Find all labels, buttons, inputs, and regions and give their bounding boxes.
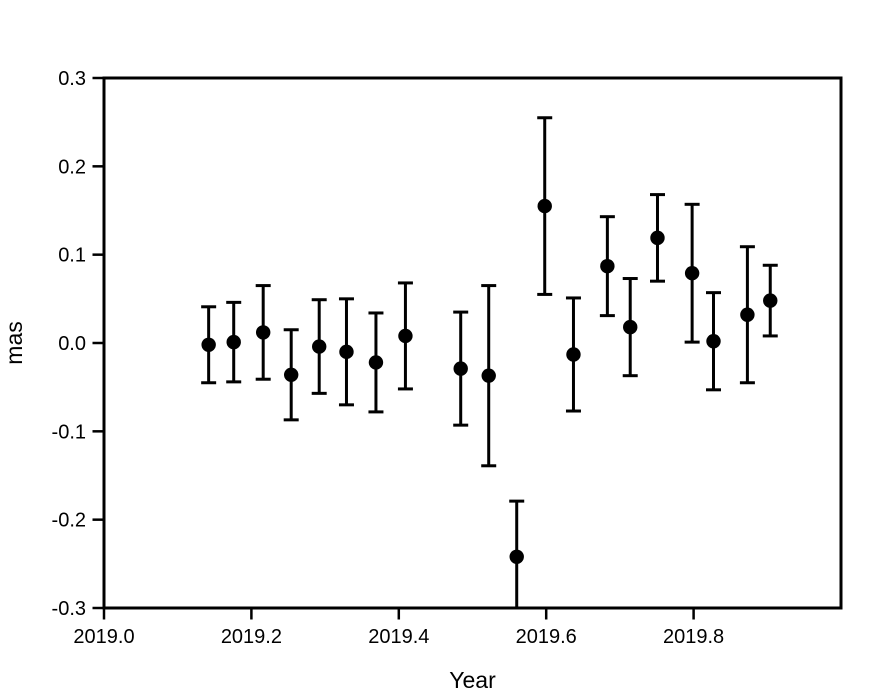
data-point-group xyxy=(283,328,299,422)
data-point-group xyxy=(684,202,700,344)
x-axis-tick-label: 2019.2 xyxy=(221,626,282,648)
data-point-group xyxy=(255,284,271,381)
y-axis-tick-label: 0.1 xyxy=(58,245,86,267)
data-point-marker xyxy=(226,334,241,350)
data-point-group xyxy=(705,291,721,392)
data-point-marker xyxy=(706,334,721,349)
data-point-group xyxy=(762,263,778,338)
data-point-group xyxy=(338,297,354,407)
data-point-marker xyxy=(763,293,778,308)
data-point-marker xyxy=(740,307,755,322)
y-axis-tick-label: -0.2 xyxy=(52,510,86,532)
data-point-group xyxy=(201,305,217,385)
plot-frame xyxy=(102,76,843,610)
x-axis-tick-label: 2019.0 xyxy=(73,626,134,648)
data-point-group xyxy=(397,281,413,391)
data-point-marker xyxy=(255,325,271,340)
data-point-marker xyxy=(623,319,638,335)
data-point-marker xyxy=(453,361,468,376)
data-point-marker xyxy=(600,258,615,274)
data-point-marker xyxy=(684,266,700,281)
x-axis-tick-label: 2019.8 xyxy=(663,626,724,648)
data-point-group xyxy=(368,311,384,414)
x-axis-tick-label: 2019.6 xyxy=(516,626,577,648)
data-point-group xyxy=(649,193,665,283)
data-point-marker xyxy=(509,549,524,564)
y-axis-tick-label: 0.0 xyxy=(58,333,86,355)
y-axis-tick-label: -0.3 xyxy=(52,598,86,620)
data-point-marker xyxy=(368,355,384,370)
data-point-group xyxy=(226,300,242,384)
data-point-group xyxy=(481,284,497,468)
data-point-group xyxy=(599,215,615,318)
y-axis-tick-label: 0.2 xyxy=(58,156,86,178)
data-point-marker xyxy=(201,337,216,352)
data-point-group xyxy=(565,296,581,413)
data-point-marker xyxy=(566,347,581,362)
data-point-marker xyxy=(481,368,496,383)
data-point-group xyxy=(509,499,525,608)
data-point-group xyxy=(311,298,327,395)
x-axis-tick-label: 2019.4 xyxy=(368,626,429,648)
data-point-group xyxy=(537,116,553,296)
data-point-group xyxy=(453,310,469,427)
x-axis-title: Year xyxy=(449,667,496,693)
data-point-marker xyxy=(339,344,354,360)
data-point-marker xyxy=(650,230,665,246)
y-axis-tick-label: 0.3 xyxy=(58,68,86,90)
data-point-group xyxy=(739,245,755,385)
y-axis-title: mas xyxy=(1,321,27,364)
data-point-marker xyxy=(398,328,413,344)
data-point-marker xyxy=(312,339,327,354)
y-axis-tick-label: -0.1 xyxy=(52,421,86,443)
data-point-group xyxy=(622,277,638,378)
data-point-marker xyxy=(537,198,552,214)
data-point-marker xyxy=(283,367,299,382)
